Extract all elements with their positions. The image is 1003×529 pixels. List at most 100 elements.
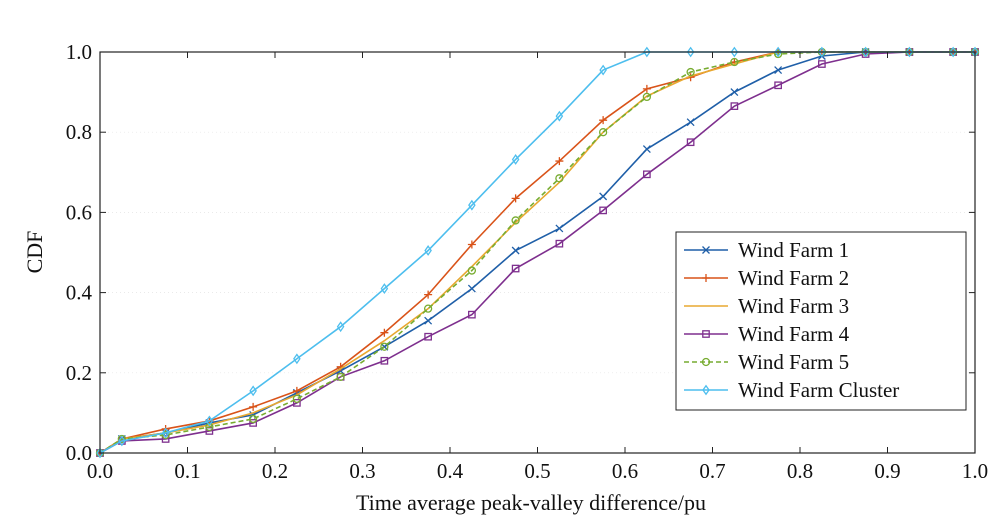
data-point (774, 46, 782, 58)
data-point (424, 332, 432, 341)
legend-label: Wind Farm 3 (738, 294, 849, 318)
data-point (336, 372, 345, 381)
legend-entry: Wind Farm 4 (684, 322, 850, 346)
data-point (730, 57, 739, 67)
legend: Wind Farm 1 Wind Farm 2 Wind Farm 3 Wind Fa… (675, 231, 967, 411)
legend-entry: Wind Farm 3 (684, 294, 849, 318)
x-tick-label: 0.4 (437, 459, 464, 483)
data-point (249, 419, 257, 427)
legend-entry: Wind Farm 5 (684, 350, 849, 374)
data-point (555, 224, 564, 233)
data-point (249, 385, 257, 397)
data-point (905, 46, 914, 58)
data-point (467, 240, 476, 249)
y-axis-label: CDF (22, 231, 47, 274)
x-tick-label: 0.0 (87, 459, 113, 483)
data-point (642, 84, 651, 93)
data-point (424, 316, 433, 325)
data-point (161, 430, 170, 440)
data-point (380, 283, 389, 295)
data-point (468, 199, 476, 211)
data-point (642, 145, 651, 154)
data-point (773, 49, 783, 59)
data-point (599, 116, 608, 125)
legend-marker (702, 330, 710, 338)
data-point (424, 290, 433, 299)
data-point (380, 328, 389, 337)
x-tick-label: 0.1 (174, 459, 200, 483)
legend-marker (702, 274, 710, 282)
data-point (774, 66, 783, 75)
data-point (643, 46, 651, 58)
y-tick-label: 0.8 (66, 120, 92, 144)
data-point (293, 353, 301, 365)
x-tick-label: 0.3 (349, 459, 375, 483)
data-point (424, 245, 432, 256)
data-point (292, 394, 302, 404)
x-tick-label: 1.0 (962, 459, 988, 483)
data-point (774, 81, 782, 90)
data-point (642, 92, 652, 102)
data-point (511, 154, 520, 165)
data-point (511, 194, 520, 203)
data-point (380, 356, 389, 365)
data-point (555, 239, 564, 248)
data-point (511, 246, 520, 255)
legend-label: Wind Farm 4 (738, 322, 850, 346)
legend-marker (702, 246, 710, 254)
data-point (730, 102, 739, 110)
legend-box (675, 231, 967, 411)
data-point (511, 216, 520, 225)
data-point (599, 206, 607, 215)
axis-ticks: 0.0 0.1 0.2 0.3 0.4 0.5 0.6 0.7 0.8 0.9 1.0 0.0 0.2 0… (66, 40, 988, 483)
y-tick-label: 0.0 (66, 441, 92, 465)
data-point (293, 399, 301, 407)
data-point (96, 447, 104, 459)
data-point (205, 415, 214, 427)
data-point (117, 434, 127, 444)
data-point (423, 304, 433, 313)
data-point (818, 46, 826, 58)
data-point (467, 266, 477, 275)
data-point (686, 118, 695, 127)
data-point (686, 46, 695, 58)
x-tick-label: 0.2 (262, 459, 288, 483)
data-point (599, 192, 608, 201)
x-tick-label: 0.5 (524, 459, 550, 483)
data-point (598, 128, 608, 137)
data-point (861, 46, 870, 58)
x-tick-label: 0.6 (612, 459, 638, 483)
y-tick-label: 0.4 (66, 281, 93, 305)
data-point (292, 386, 301, 395)
data-point (555, 174, 564, 183)
x-tick-label: 0.9 (874, 459, 900, 483)
legend-entry: Wind Farm 1 (684, 238, 849, 262)
data-point (686, 138, 695, 147)
data-point (205, 422, 214, 432)
legend-entry: Wind Farm Cluster (684, 378, 899, 402)
data-point (467, 284, 476, 293)
data-point (686, 67, 695, 77)
legend-label: Wind Farm 2 (738, 266, 849, 290)
legend-marker (702, 384, 710, 396)
x-tick-label: 0.7 (699, 459, 725, 483)
data-point (249, 402, 258, 411)
data-point (336, 321, 345, 333)
data-point (248, 414, 258, 424)
data-point (161, 435, 170, 443)
legend-marker (701, 357, 711, 367)
legend-label: Wind Farm 5 (738, 350, 849, 374)
data-point (161, 427, 170, 439)
y-tick-label: 0.2 (66, 361, 92, 385)
data-point (555, 110, 564, 122)
data-point (730, 46, 739, 58)
data-point (468, 310, 476, 319)
data-point (949, 46, 957, 58)
y-tick-label: 1.0 (66, 40, 92, 64)
y-tick-label: 0.6 (66, 200, 92, 224)
data-point (118, 435, 126, 447)
legend-label: Wind Farm 1 (738, 238, 849, 262)
data-point (730, 88, 739, 97)
data-point (599, 64, 607, 76)
